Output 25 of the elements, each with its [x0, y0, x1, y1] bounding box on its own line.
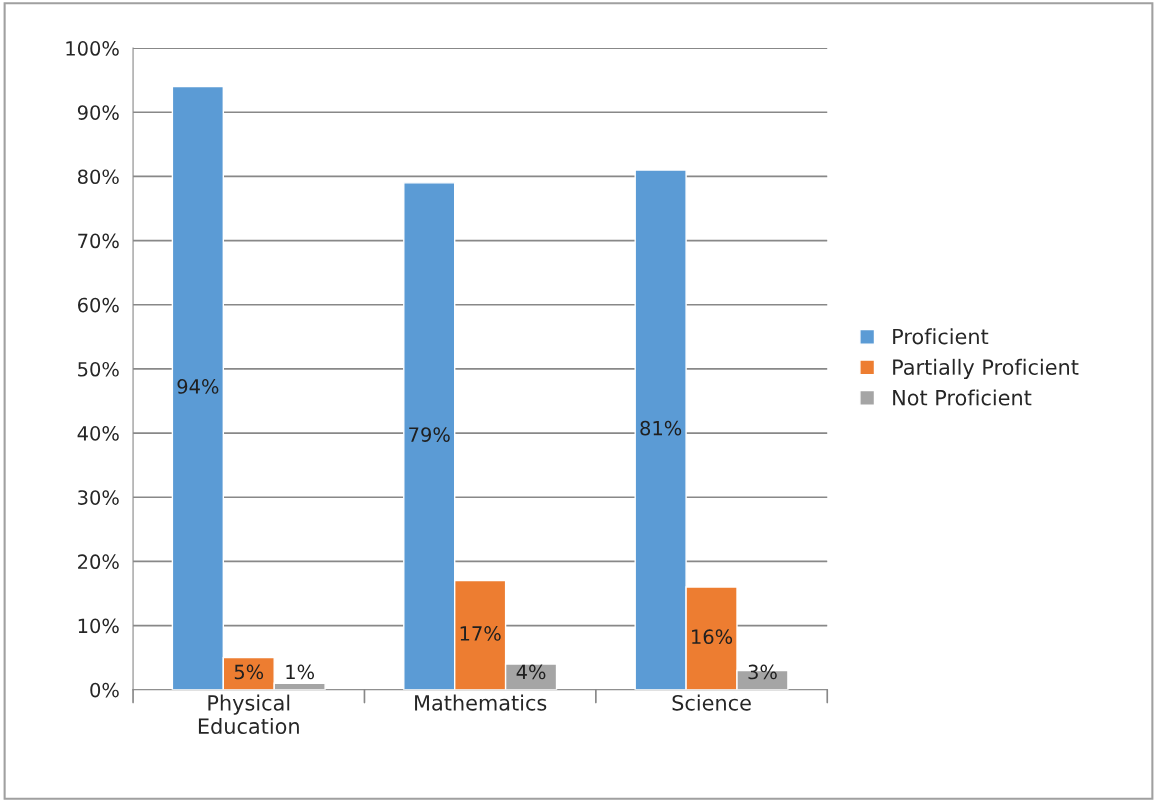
data-label: 16%	[692, 629, 733, 645]
y-tick-label: 90%	[77, 105, 119, 120]
data-label: 5%	[234, 664, 264, 680]
y-tick-label: 40%	[77, 426, 119, 441]
legend-label: Not Proficient	[893, 389, 1032, 406]
data-label: 17%	[460, 626, 501, 641]
y-tick-label: 80%	[77, 169, 119, 185]
legend-label: Partially Proficient	[893, 358, 1079, 379]
data-label: 1%	[286, 664, 315, 680]
data-label: 81%	[640, 420, 682, 436]
y-tick-label: 10%	[78, 618, 119, 634]
data-label: 94%	[177, 379, 219, 394]
y-tick-label: 70%	[78, 233, 119, 249]
data-label: 79%	[409, 427, 450, 442]
y-tick-label: 50%	[78, 361, 119, 377]
x-tick-label: Science	[672, 694, 751, 711]
y-tick-label: 30%	[78, 490, 119, 505]
x-tick-label: Physical Education	[198, 694, 299, 735]
y-tick-label: 20%	[78, 554, 119, 570]
y-tick-label: 0%	[90, 682, 119, 698]
y-tick-label: 100%	[66, 41, 119, 56]
x-tick-label: Mathematics	[415, 694, 547, 711]
y-tick-label: 60%	[78, 297, 119, 313]
legend-label: Proficient	[893, 328, 989, 345]
data-label: 4%	[516, 664, 546, 680]
